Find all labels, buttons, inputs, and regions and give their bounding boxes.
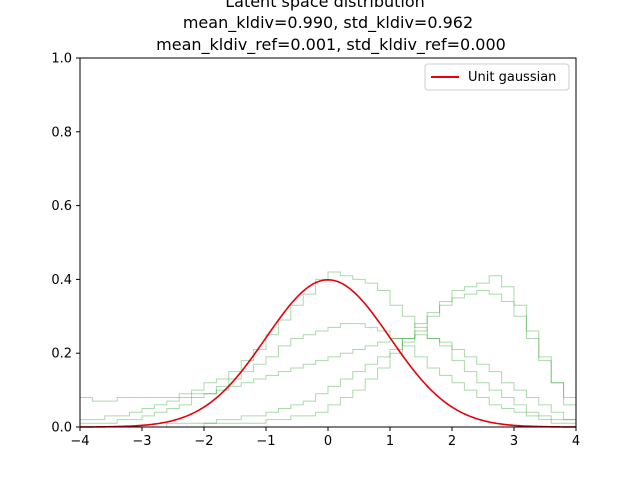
unit-gaussian-curve: [79, 278, 577, 428]
y-tick-label: 0.8: [51, 125, 72, 140]
y-tick-label: 0.4: [51, 273, 72, 288]
y-tick-label: 0.2: [51, 347, 72, 362]
x-tick-label: 2: [448, 434, 456, 449]
legend-box: [424, 63, 570, 91]
x-tick-label: −2: [194, 434, 213, 449]
x-tick-label: 1: [386, 434, 394, 449]
histogram-series-3: [80, 275, 577, 428]
legend-label-unit-gaussian: Unit gaussian: [468, 70, 556, 85]
x-tick-label: −4: [70, 434, 89, 449]
x-tick-label: −3: [132, 434, 151, 449]
x-tick-label: 3: [510, 434, 518, 449]
x-axis-ticks: −4 −3 −2 −1 0 1 2 3 4: [70, 427, 580, 449]
x-tick-label: 0: [324, 434, 332, 449]
x-tick-label: 4: [572, 434, 580, 449]
y-tick-label: 0.0: [51, 421, 72, 436]
x-tick-label: −1: [256, 434, 275, 449]
legend: Unit gaussian: [424, 63, 570, 91]
reference-curve-layer: [79, 278, 577, 428]
chart-title-line-2: mean_kldiv=0.990, std_kldiv=0.962: [183, 13, 473, 33]
histogram-series-5: [79, 323, 577, 427]
histogram-layer: [79, 271, 577, 428]
chart-title-line-1: Latent space distribution: [225, 0, 425, 11]
y-tick-label: 1.0: [51, 52, 72, 67]
y-tick-label: 0.6: [51, 199, 72, 214]
chart-title-line-3: mean_kldiv_ref=0.001, std_kldiv_ref=0.00…: [156, 35, 506, 55]
y-axis-ticks: 0.0 0.2 0.4 0.6 0.8 1.0: [51, 52, 80, 436]
histogram-series-1: [79, 271, 577, 427]
histogram-series-2: [80, 289, 577, 428]
histogram-series-4: [79, 334, 577, 427]
